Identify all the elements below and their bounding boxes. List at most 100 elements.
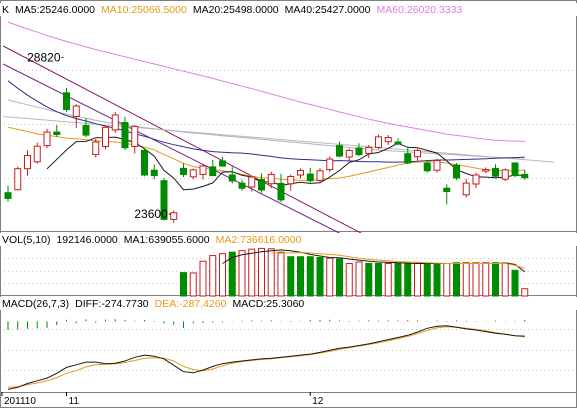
- candle: [209, 159, 217, 177]
- candle-body: [121, 122, 129, 149]
- candle-body: [82, 125, 90, 136]
- candle: [141, 148, 148, 177]
- candle: [404, 146, 412, 165]
- candle: [443, 184, 451, 205]
- volume-bar: [199, 260, 207, 297]
- volume-bar: [316, 256, 324, 297]
- candle-body: [189, 169, 197, 178]
- candle-body: [433, 160, 441, 171]
- kline-legend-item: MA60:26020.3333: [376, 4, 462, 16]
- kline-pane: 28820 23600: [2, 21, 555, 243]
- candle: [336, 141, 343, 158]
- volume-pane: [180, 247, 529, 297]
- x-axis: 201110 11 12: [1, 392, 324, 407]
- volume-bar: [238, 250, 246, 297]
- volume-bar: [345, 263, 353, 297]
- candle-body: [316, 170, 324, 181]
- candle-body: [277, 182, 285, 201]
- macd-legend-bg: [0, 297, 577, 310]
- candle-body: [375, 136, 382, 148]
- candle: [355, 143, 363, 157]
- x-axis-label: 12: [312, 396, 324, 407]
- candle: [4, 185, 12, 202]
- candle-body: [111, 114, 119, 131]
- volume-bar: [189, 272, 197, 297]
- macd-legend: MACD(26,7,3) DIFF:-274.7730 DEA:-287.4260 M…: [0, 297, 577, 310]
- x-axis-label: 201110: [4, 396, 36, 407]
- candle: [24, 150, 31, 176]
- candle-body: [482, 169, 490, 172]
- volume-bar: [433, 263, 441, 297]
- candle: [462, 178, 470, 198]
- volume-bar: [277, 251, 285, 297]
- macd-line-diff: [7, 325, 525, 390]
- candle-body: [287, 176, 295, 185]
- candle: [511, 162, 519, 178]
- candle: [423, 161, 431, 173]
- price-annotation: 28820: [27, 50, 61, 64]
- candle-body: [404, 153, 412, 164]
- candle-body: [521, 173, 529, 179]
- candle-body: [472, 174, 480, 185]
- volume-bar: [462, 262, 470, 297]
- candle-body: [453, 164, 460, 179]
- candle: [501, 168, 509, 181]
- candle-body: [267, 173, 275, 185]
- volume-legend-item: MA1:639055.6000: [124, 234, 210, 246]
- volume-bar: [492, 262, 499, 297]
- ma-line-ma20: [7, 80, 525, 163]
- volume-bar: [394, 263, 402, 297]
- candle-body: [326, 158, 334, 171]
- candle-body: [4, 192, 12, 199]
- candle: [384, 135, 392, 145]
- kline-legend-bg: [0, 3, 577, 16]
- candle: [228, 166, 236, 184]
- candle-body: [33, 145, 41, 163]
- candle-body: [394, 141, 402, 145]
- volume-bar: [501, 262, 509, 297]
- volume-bar: [287, 256, 295, 297]
- candle: [180, 163, 187, 178]
- volume-bar: [472, 262, 480, 297]
- candle-body: [355, 147, 363, 156]
- candle-body: [336, 145, 343, 157]
- candle-body: [180, 167, 187, 175]
- candle: [326, 156, 334, 172]
- candle-body: [414, 149, 421, 158]
- ma-line-ma60: [7, 21, 525, 142]
- candle-body: [53, 131, 61, 136]
- volume-bar: [355, 261, 363, 297]
- candle-body: [14, 168, 22, 191]
- candle-body: [443, 187, 451, 192]
- candle: [492, 164, 499, 179]
- kline-legend-item: MA20:25498.0000: [193, 4, 279, 16]
- volume-bar: [443, 263, 451, 297]
- volume-bar: [180, 272, 187, 297]
- kline-legend-item: K: [2, 4, 9, 16]
- candle: [53, 125, 61, 137]
- macd-grid: [4, 329, 574, 371]
- macd-pane: [7, 319, 526, 390]
- candle-body: [43, 131, 51, 147]
- candle-body: [462, 182, 470, 196]
- volume-legend: VOL(5,10) 192146.0000 MA1:639055.6000 MA2:7…: [0, 233, 577, 246]
- candle: [267, 171, 275, 189]
- volume-bar: [482, 262, 490, 297]
- volume-ma-ma2: [271, 252, 525, 269]
- candle-body: [258, 179, 265, 191]
- candle: [160, 178, 168, 221]
- candle-body: [150, 169, 158, 177]
- candle: [277, 173, 285, 202]
- candle: [111, 112, 119, 133]
- kline-grid: [4, 70, 574, 179]
- macd-legend-item: DEA:-287.4260: [155, 298, 227, 310]
- volume-bar: [511, 269, 519, 297]
- candle-body: [24, 155, 31, 170]
- candle-body: [199, 165, 207, 175]
- macd-legend-item: MACD:25.3060: [232, 298, 304, 310]
- candle: [219, 157, 226, 167]
- volume-bar: [248, 248, 256, 297]
- candle: [150, 164, 158, 180]
